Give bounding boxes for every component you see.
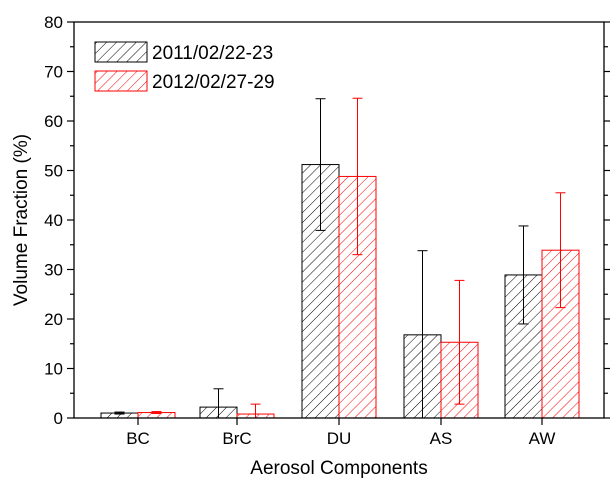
y-tick-label: 30 <box>44 261 63 280</box>
y-axis: 0 10 20 30 40 50 60 70 80 <box>44 13 610 428</box>
y-tick-label: 80 <box>44 13 63 32</box>
y-tick-label: 0 <box>54 409 63 428</box>
y-axis-title: Volume Fraction (%) <box>11 134 32 306</box>
legend-label-series-2: 2012/02/27-29 <box>152 72 275 93</box>
error-bar-as-series-2 <box>454 279 465 405</box>
error-bar-aw-series-1 <box>518 225 529 325</box>
error-bar-aw-series-2 <box>555 192 566 309</box>
y-tick-label: 40 <box>44 211 63 230</box>
legend-label-series-1: 2011/02/22-23 <box>152 43 273 64</box>
y-tick-label: 10 <box>44 360 63 379</box>
error-bar-du-series-2 <box>352 97 363 256</box>
legend-swatch-series-2 <box>94 70 148 92</box>
x-tick-label: BC <box>126 429 150 448</box>
y-tick-label: 60 <box>44 112 63 131</box>
error-bar-du-series-1 <box>315 98 326 231</box>
x-tick-label: BrC <box>222 429 251 448</box>
legend-swatch-series-1 <box>94 41 148 63</box>
x-axis: BC BrC DU AS AW <box>126 418 555 448</box>
y-tick-label: 50 <box>44 162 63 181</box>
error-bar-bc-series-1 <box>114 411 125 415</box>
x-tick-label: AW <box>529 429 556 448</box>
error-bar-bc-series-2 <box>151 411 162 415</box>
x-tick-label: DU <box>327 429 352 448</box>
bar-group <box>100 164 580 419</box>
x-axis-title: Aerosol Components <box>250 458 427 479</box>
y-tick-label: 20 <box>44 310 63 329</box>
x-tick-label: AS <box>430 429 453 448</box>
legend: 2011/02/22-23 2012/02/27-29 <box>94 41 275 93</box>
y-tick-label: 70 <box>44 63 63 82</box>
